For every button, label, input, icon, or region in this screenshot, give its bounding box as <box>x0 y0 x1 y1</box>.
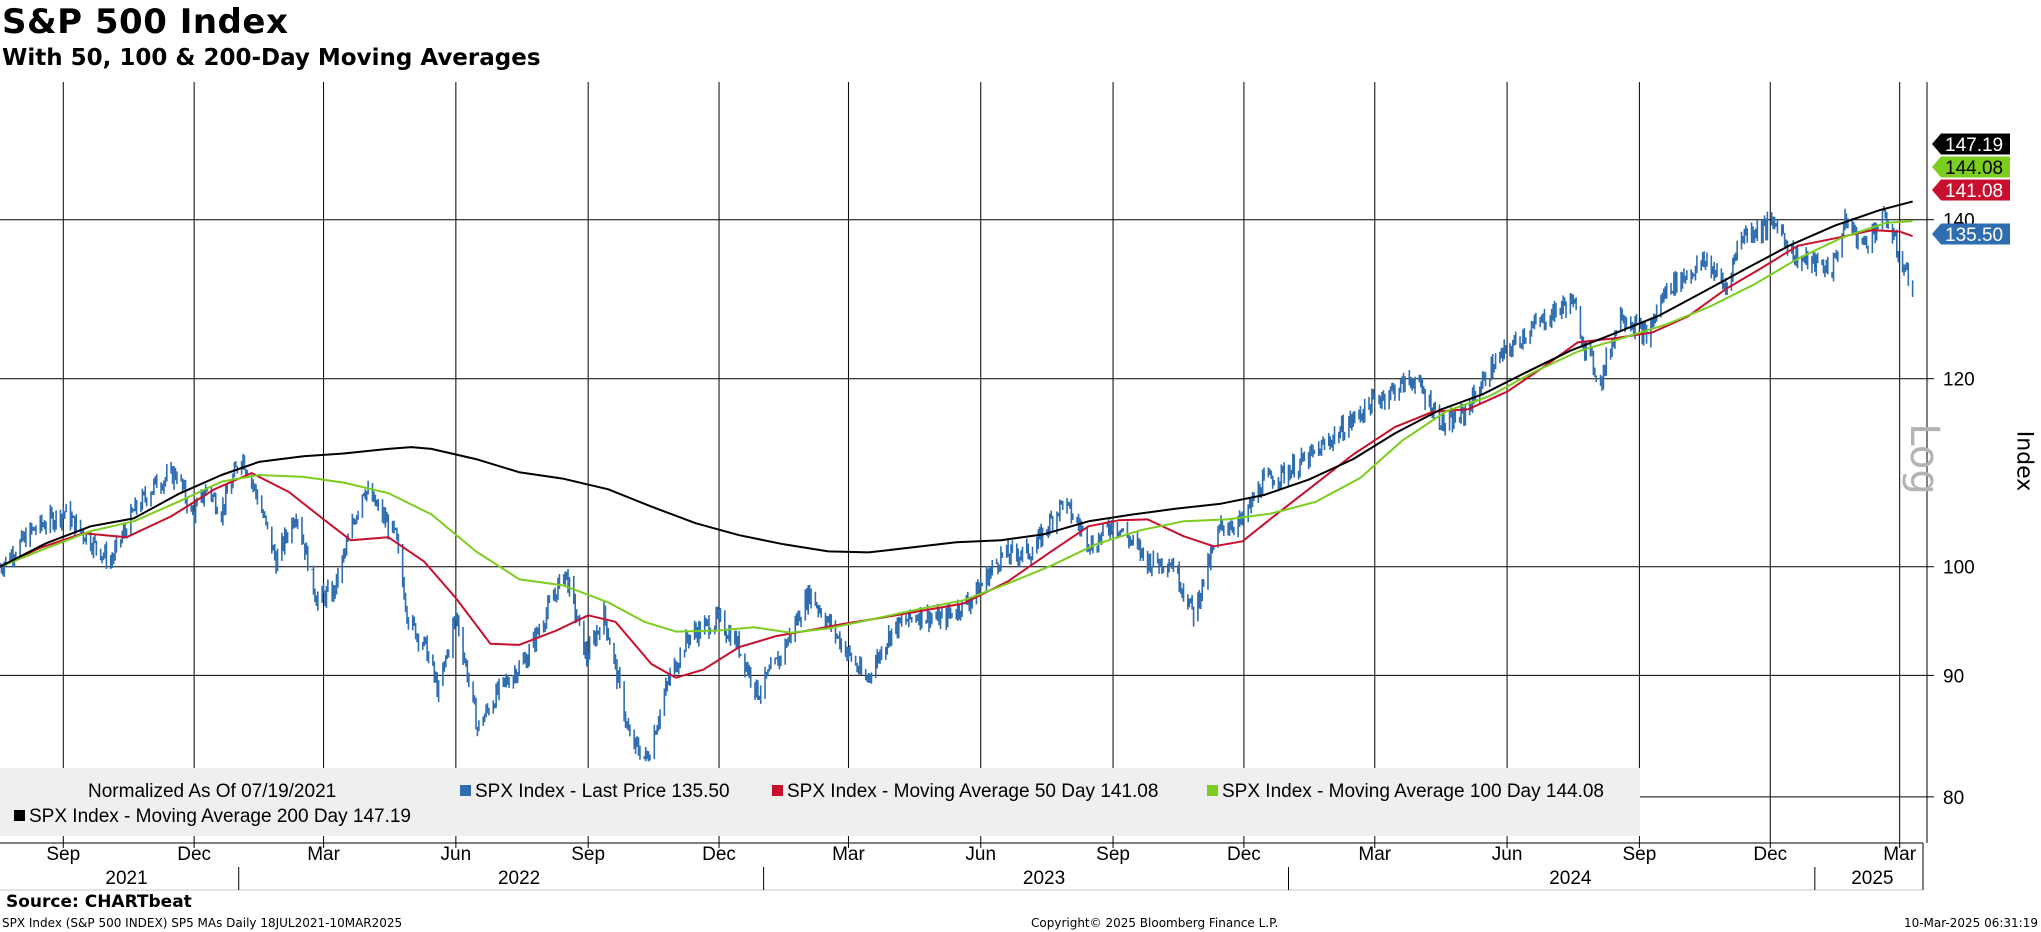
legend-box <box>0 768 1640 836</box>
ma200-line <box>0 200 1913 568</box>
x-tick-label: Dec <box>702 844 736 865</box>
x-tick-label: Jun <box>441 844 472 865</box>
x-tick-label: Sep <box>46 844 80 865</box>
y-axis-title: Index <box>2011 430 2037 492</box>
y-tick-label: 100 <box>1943 558 1975 579</box>
legend-swatch <box>772 785 783 796</box>
source-note: Source: CHARTbeat <box>6 892 192 912</box>
legend-entry: SPX Index - Moving Average 100 Day 144.0… <box>1222 781 1604 802</box>
legend-entry: SPX Index - Last Price 135.50 <box>475 781 730 802</box>
last-value-tag <box>1932 133 2010 155</box>
log-scale-label: Log <box>1901 423 1947 495</box>
last-value-text: 141.08 <box>1945 181 2003 202</box>
x-tick-label: Mar <box>1358 844 1391 865</box>
footer-series-info: SPX Index (S&P 500 INDEX) SP5 MAs Daily … <box>2 916 403 930</box>
chart-subtitle: With 50, 100 & 200-Day Moving Averages <box>2 45 541 71</box>
grid-layer <box>0 82 1927 843</box>
last-value-tag <box>1932 179 2010 201</box>
y-tick-label: 120 <box>1943 370 1975 391</box>
x-tick-label: Jun <box>965 844 996 865</box>
x-tick-label: Jun <box>1492 844 1523 865</box>
x-tick-label: Mar <box>307 844 340 865</box>
y-tick-label: 90 <box>1943 666 1964 687</box>
chart-title: S&P 500 Index <box>2 2 289 42</box>
x-tick-label: Sep <box>1622 844 1656 865</box>
x-year-label: 2022 <box>498 868 540 889</box>
last-value-tag <box>1932 223 2010 245</box>
x-tick-label: Dec <box>1753 844 1787 865</box>
x-year-label: 2024 <box>1549 868 1592 889</box>
last-value-text: 147.19 <box>1945 135 2003 156</box>
x-tick-label: Dec <box>1227 844 1261 865</box>
legend-note: Normalized As Of 07/19/2021 <box>88 781 336 802</box>
x-tick-label: Sep <box>1096 844 1130 865</box>
legend-swatch <box>14 810 25 821</box>
legend-swatch <box>1207 785 1218 796</box>
footer-copyright: Copyright© 2025 Bloomberg Finance L.P. <box>1031 916 1279 930</box>
x-tick-label: Mar <box>1883 844 1916 865</box>
ma50-line <box>0 229 1913 679</box>
x-year-label: 2021 <box>105 868 147 889</box>
x-tick-label: Sep <box>571 844 605 865</box>
legend-swatch <box>460 785 471 796</box>
ma100-line <box>0 220 1913 634</box>
legend: Normalized As Of 07/19/2021 SPX Index - L… <box>0 768 1640 836</box>
last-value-text: 135.50 <box>1945 225 2003 246</box>
y-tick-label: 80 <box>1943 788 1964 809</box>
series-layer <box>0 200 1914 762</box>
last-value-text: 144.08 <box>1945 158 2003 179</box>
x-tick-label: Dec <box>177 844 211 865</box>
last-value-tag <box>1932 156 2010 178</box>
footer-timestamp: 10-Mar-2025 06:31:19 <box>1903 916 2038 930</box>
x-year-label: 2025 <box>1851 868 1893 889</box>
x-year-label: 2023 <box>1023 868 1065 889</box>
legend-entry: SPX Index - Moving Average 50 Day 141.08 <box>787 781 1158 802</box>
x-tick-label: Mar <box>832 844 865 865</box>
legend-entry: SPX Index - Moving Average 200 Day 147.1… <box>29 806 411 827</box>
